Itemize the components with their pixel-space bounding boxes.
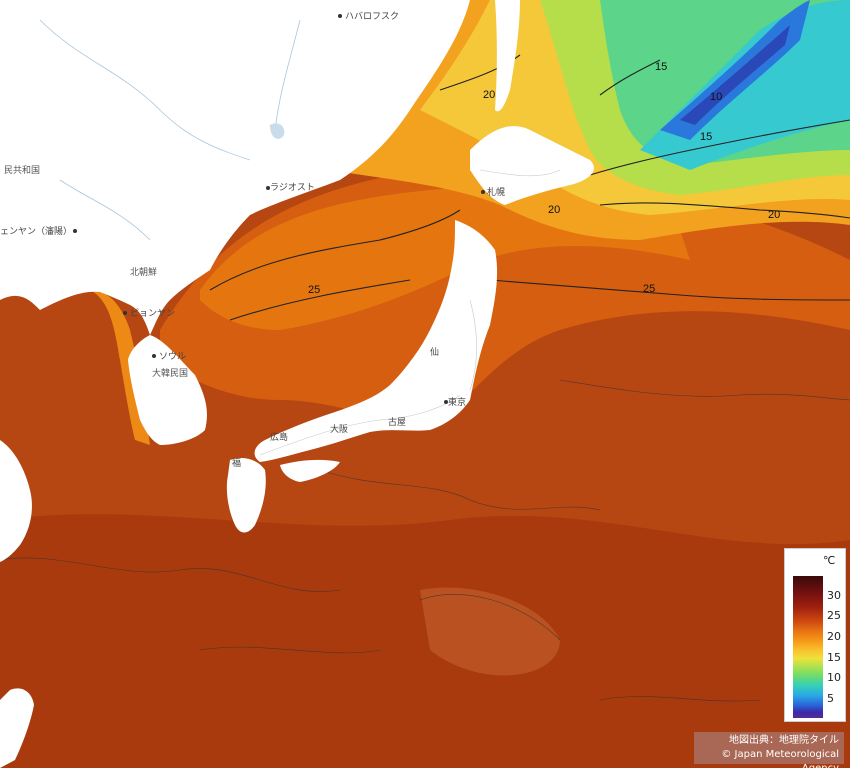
shenyang-marker — [73, 229, 77, 233]
label-south-korea: 大韓民国 — [152, 367, 188, 379]
attribution-copyright: © Japan Meteorological Agency — [721, 749, 839, 768]
legend-tick: 10 — [827, 671, 841, 684]
isotherm-labels: 15 20 20 20 25 25 15 10 — [308, 61, 780, 296]
legend-tick: 5 — [827, 692, 834, 705]
isotherm-label: 10 — [710, 91, 722, 103]
isotherm-label: 25 — [308, 284, 320, 296]
minor-isotherms — [0, 379, 850, 702]
khabarovsk-marker — [338, 14, 342, 18]
attribution-source: 地図出典：地理院タイル — [729, 735, 839, 746]
sapporo-marker — [481, 190, 485, 194]
legend-color-bar — [793, 576, 823, 718]
label-pyongyang: ピョンヤン — [130, 308, 175, 319]
label-tokyo: 東京 — [448, 396, 466, 408]
vladivostok-marker — [266, 186, 270, 190]
dark-blue-region — [680, 25, 790, 125]
map-attribution: 地図出典：地理院タイル © Japan Meteorological Agenc… — [694, 732, 844, 768]
blue-region — [660, 0, 810, 140]
land — [0, 0, 594, 768]
label-khabarovsk: ハバロフスク — [345, 11, 399, 22]
label-north-korea: 北朝鮮 — [130, 266, 157, 278]
label-people-republic: 民共和国 — [4, 165, 40, 176]
place-labels: ハバロフスク 民共和国 ェンヤン（瀋陽） 北朝鮮 ピョンヤン ソウル 大韓民国 … — [0, 11, 505, 469]
label-fukuoka: 福 — [232, 457, 241, 469]
legend-tick: 15 — [827, 651, 841, 664]
legend-tick: 30 — [827, 589, 841, 602]
korea-coastal-water — [90, 290, 150, 445]
label-shenyang: ェンヤン（瀋陽） — [0, 225, 72, 237]
isotherm-label: 20 — [548, 204, 560, 216]
isotherm-label: 15 — [700, 131, 712, 143]
label-hiroshima: 広島 — [270, 431, 288, 443]
label-nagoya: 古屋 — [388, 416, 406, 428]
cool-patch — [420, 587, 560, 676]
isotherm-label: 25 — [643, 283, 655, 295]
legend-tick: 20 — [827, 630, 841, 643]
rivers — [39, 19, 301, 241]
label-sapporo: 札幌 — [487, 186, 505, 198]
legend-unit: ℃ — [823, 554, 836, 567]
lake — [270, 123, 285, 139]
pyongyang-marker — [123, 311, 127, 315]
seoul-marker — [152, 354, 156, 358]
isotherm-label: 20 — [483, 89, 495, 101]
warm-water-region — [0, 514, 850, 768]
label-vladivostok: ラジオスト — [270, 182, 315, 193]
label-seoul: ソウル — [159, 351, 186, 362]
label-osaka: 大阪 — [330, 423, 348, 435]
label-sendai: 仙 — [430, 346, 439, 358]
isotherm-label: 20 — [768, 209, 780, 221]
tokyo-marker — [444, 400, 448, 404]
temperature-legend: ℃ 30 25 20 15 10 5 — [784, 548, 846, 722]
legend-tick: 25 — [827, 609, 841, 622]
isotherm-label: 15 — [655, 61, 667, 73]
roads — [259, 169, 561, 456]
